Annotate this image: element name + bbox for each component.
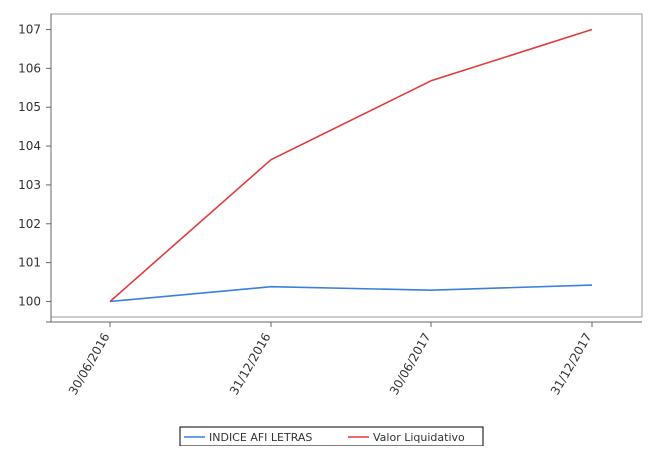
x-tick-label: 31/12/2016 — [227, 331, 274, 398]
y-tick-label: 105 — [18, 100, 41, 114]
x-axis-ticks: 30/06/2016 31/12/2016 30/06/2017 31/12/2017 — [66, 322, 595, 397]
series-line-indice-afi-letras — [109, 284, 593, 303]
y-tick-label: 100 — [18, 294, 41, 308]
y-tick-label: 101 — [18, 256, 41, 270]
y-tick-label: 102 — [18, 217, 41, 231]
y-tick-label: 106 — [18, 61, 41, 75]
y-tick-label: 107 — [18, 23, 41, 37]
x-tick-label: 30/06/2016 — [66, 331, 113, 398]
legend-label-valor-liquidativo: Valor Liquidativo — [373, 431, 465, 444]
series-line-valor-liquidativo — [109, 28, 593, 303]
plot-area — [50, 13, 643, 318]
legend: INDICE AFI LETRAS Valor Liquidativo — [179, 426, 484, 447]
x-tick-label: 30/06/2017 — [387, 331, 434, 398]
y-axis-ticks: 100 101 102 103 104 105 106 107 — [18, 23, 51, 308]
x-tick-label: 31/12/2017 — [548, 331, 595, 398]
y-tick-label: 104 — [18, 139, 41, 153]
series-lines — [109, 28, 593, 303]
y-tick-label: 103 — [18, 178, 41, 192]
legend-label-indice-afi-letras: INDICE AFI LETRAS — [209, 431, 312, 444]
